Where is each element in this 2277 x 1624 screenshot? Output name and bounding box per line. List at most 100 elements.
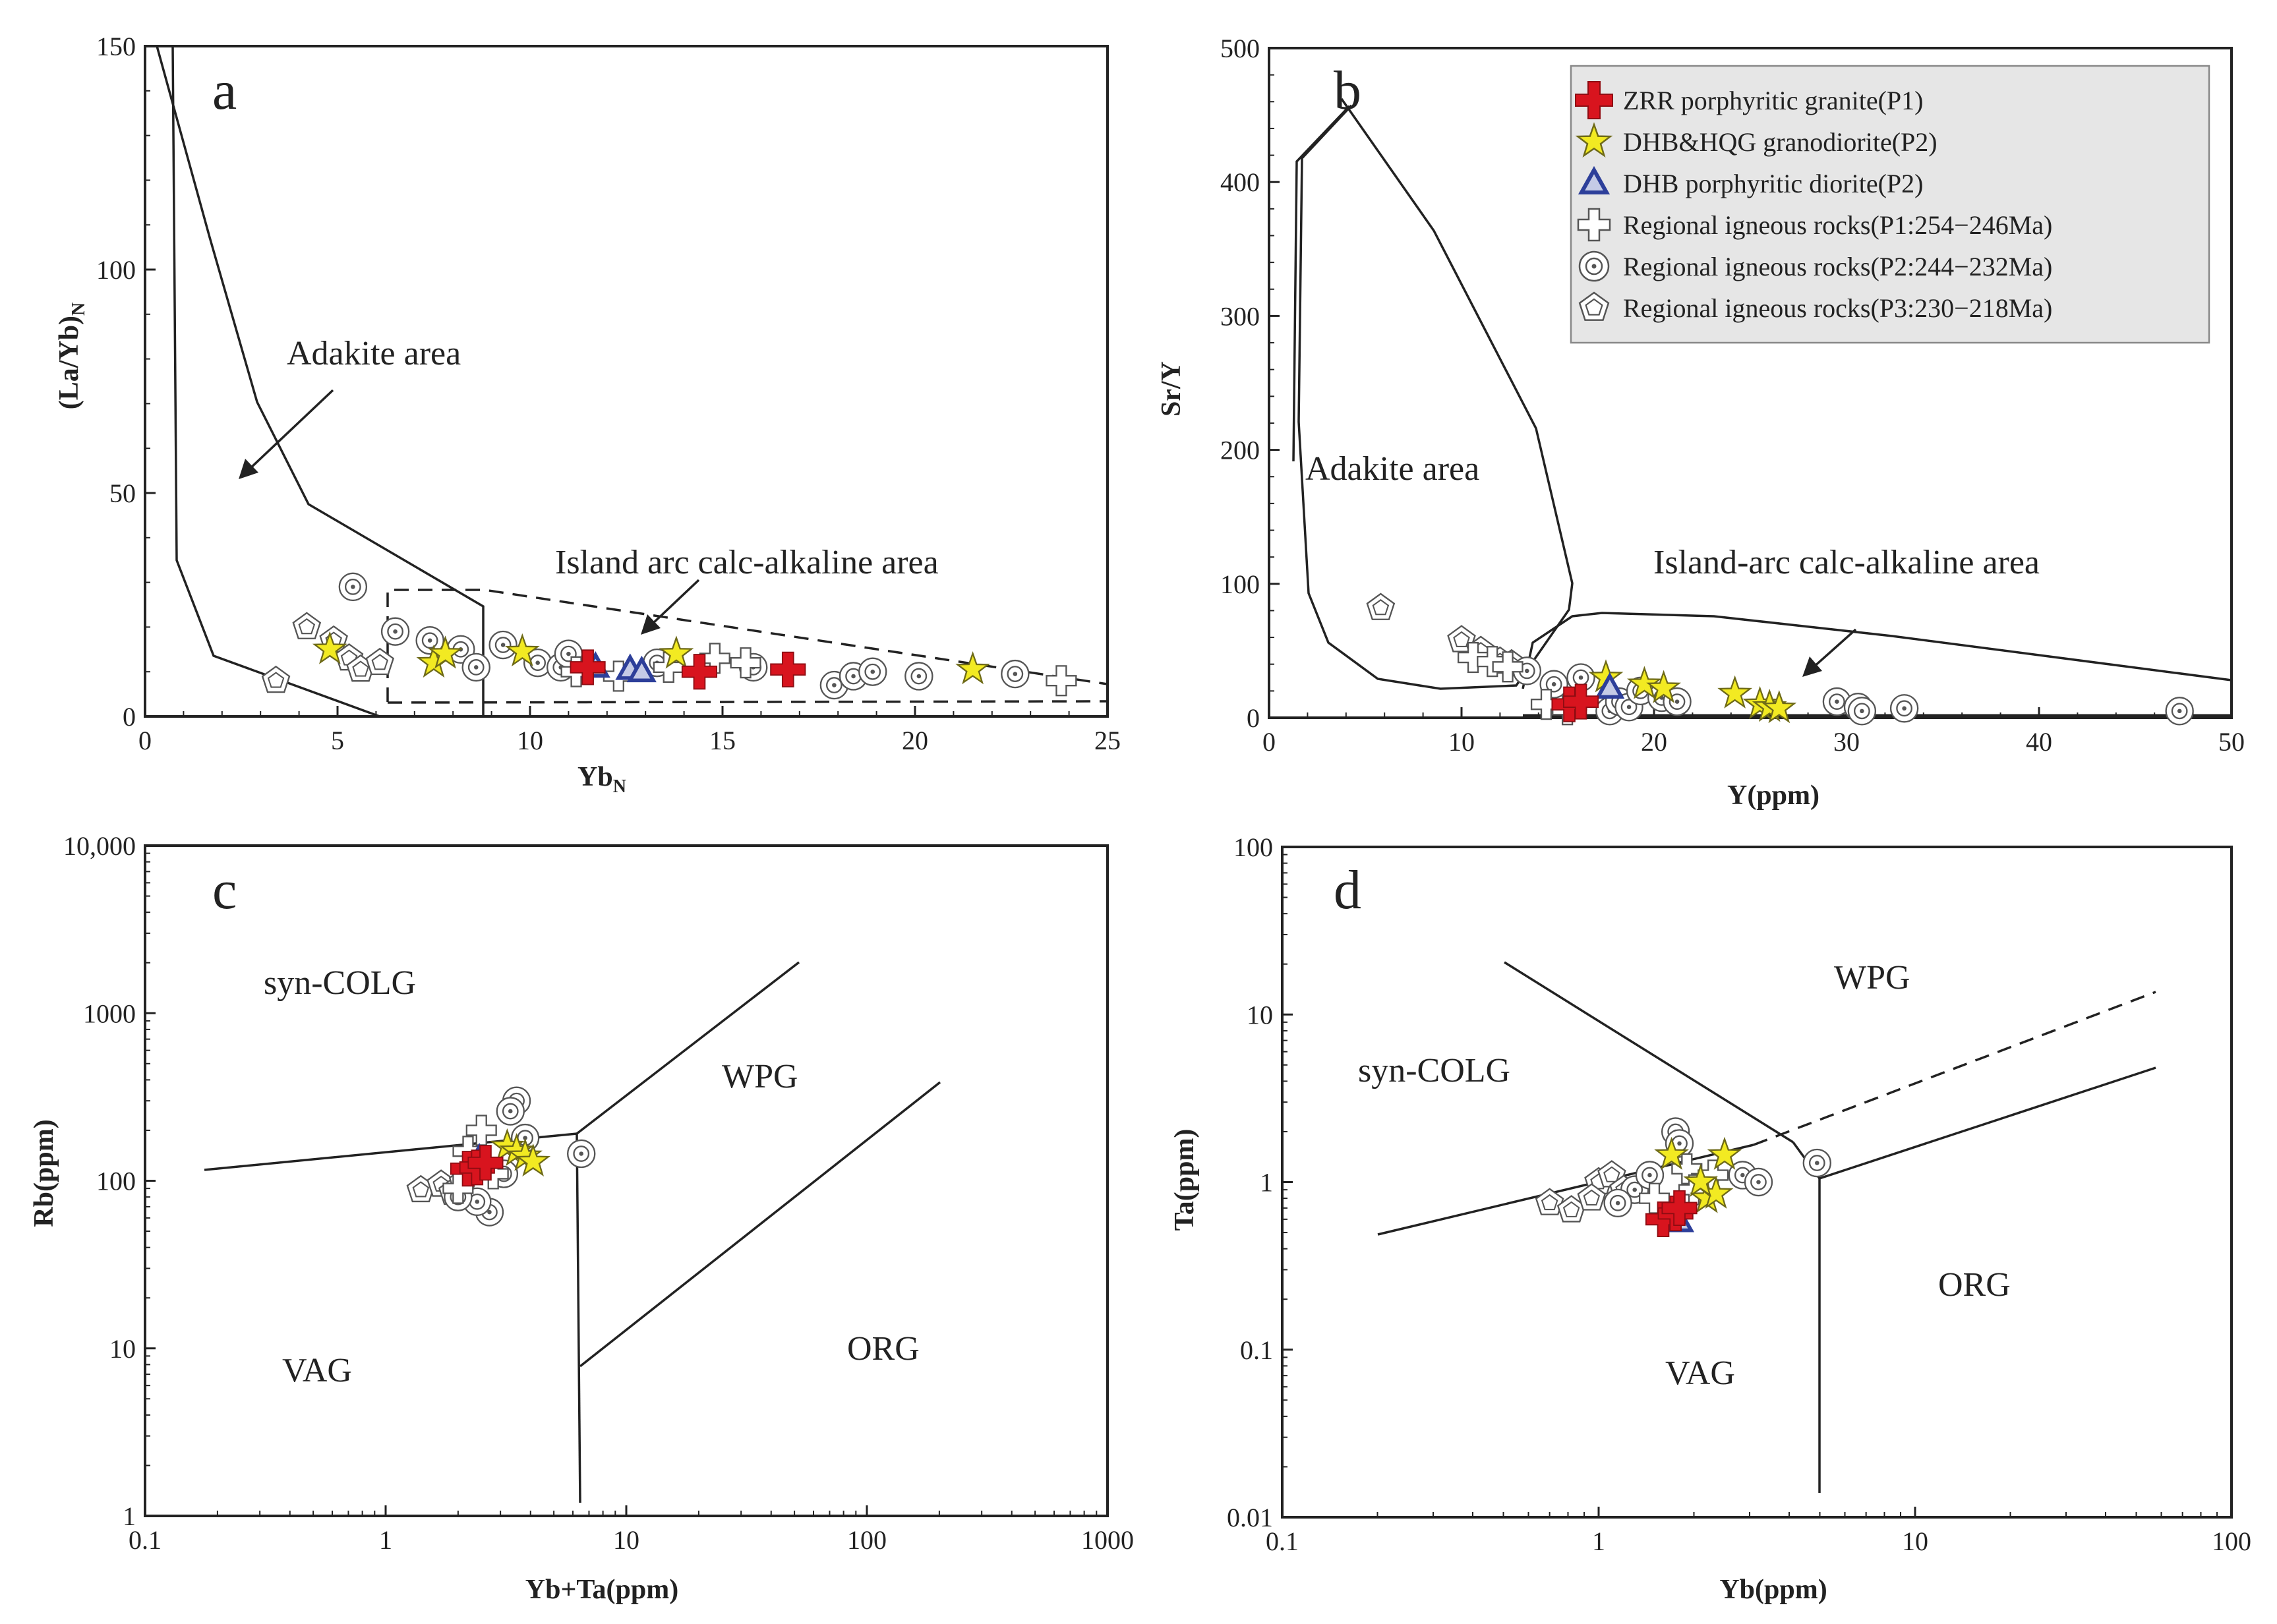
- panel-a-island-arc-lower-boundary: [387, 700, 1108, 704]
- x-tick-label: 100: [847, 1525, 887, 1555]
- x-tick-label: 40: [2026, 727, 2052, 757]
- x-tick-label: 0: [138, 726, 152, 755]
- x-tick-label: 20: [1641, 727, 1667, 757]
- panel-a-adakite-arrow: [248, 389, 334, 471]
- data-point-bullseye-open: [858, 657, 887, 686]
- y-tick-label: 10: [109, 1334, 136, 1364]
- x-tick-label: 20: [902, 726, 928, 755]
- legend-symbol-bullseye-open: [1578, 250, 1610, 282]
- data-point-cross-open: [1046, 665, 1077, 697]
- data-point-bullseye-open: [380, 617, 410, 646]
- data-point-bullseye-open: [2165, 697, 2194, 726]
- panel-a-y-axis-title: (La/Yb)N: [54, 303, 89, 410]
- data-point-bullseye-open: [338, 572, 368, 602]
- y-tick-label: 200: [1220, 436, 1260, 465]
- data-point-bullseye-open: [488, 630, 518, 660]
- panel-d-vag-label: VAG: [1665, 1354, 1735, 1392]
- panel-d-points: [1535, 1117, 1831, 1237]
- data-point-bullseye-open: [1802, 1148, 1831, 1178]
- x-tick-label: 25: [1094, 726, 1121, 755]
- panel-b-island-arc-arrowhead: [1802, 656, 1822, 677]
- panel-c-vag-org-boundary: [576, 1133, 581, 1503]
- legend-items: ZRR porphyritic granite(P1) DHB&HQG grano…: [1575, 81, 2052, 323]
- panel-a-island-arc-arrowhead: [641, 614, 661, 635]
- y-tick-label: 1: [123, 1501, 136, 1531]
- panel-c-y-axis-title: Rb(ppm): [29, 1119, 59, 1227]
- panel-d-wpg-label: WPG: [1834, 959, 1910, 997]
- panel-d-letter: d: [1334, 859, 1361, 921]
- x-tick-label: 10: [1902, 1526, 1928, 1556]
- panel-c-letter: c: [212, 859, 237, 921]
- y-tick-label: 100: [1233, 832, 1273, 862]
- panel-a-x-axis-title: YbN: [577, 762, 626, 797]
- x-tick-label: 10: [613, 1525, 639, 1555]
- panel-b-adakite-boundary: [1297, 98, 1574, 690]
- legend-label: Regional igneous rocks(P2:244−232Ma): [1623, 252, 2052, 281]
- panel-a-island-arc-upper-boundary: [386, 589, 1108, 702]
- x-tick-label: 10: [1448, 727, 1475, 757]
- y-tick-label: 1: [1260, 1168, 1273, 1198]
- legend-label: DHB porphyritic diorite(P2): [1623, 169, 1924, 198]
- panel-b-adakite-label: Adakite area: [1305, 450, 1479, 488]
- data-point-bullseye-open: [1603, 1188, 1632, 1217]
- data-point-bullseye-open: [461, 652, 490, 682]
- panel-c-wpg-org-boundary: [579, 1081, 941, 1368]
- panel-b-letter: b: [1334, 60, 1361, 121]
- x-tick-label: 100: [2212, 1526, 2251, 1556]
- panel-d-y-axis-title: Ta(ppm): [1169, 1129, 1200, 1231]
- x-tick-label: 50: [2218, 727, 2245, 757]
- panel-a-frame: [144, 45, 1109, 718]
- panel-a-adakite-arrowhead: [239, 459, 258, 479]
- y-tick-label: 1000: [83, 999, 136, 1028]
- y-tick-label: 10,000: [63, 831, 136, 861]
- panel-d-syncolg-label: syn-COLG: [1358, 1052, 1510, 1089]
- panel-b-y-axis-title: Sr/Y: [1156, 361, 1187, 417]
- panel-c-syncolg-label: syn-COLG: [264, 964, 416, 1002]
- y-tick-label: 100: [96, 255, 136, 285]
- panel-b-adakite-boundary-left: [1292, 105, 1351, 462]
- panel-b-island-arc-arrow: [1812, 628, 1857, 669]
- data-point-pentagon-open: [292, 612, 321, 639]
- y-tick-label: 100: [1220, 569, 1260, 599]
- panel-a-points: [261, 572, 1077, 700]
- panel-a-island-arc-arrow: [650, 579, 700, 626]
- x-tick-label: 1: [379, 1525, 392, 1555]
- y-tick-label: 0.1: [1240, 1335, 1273, 1365]
- y-tick-label: 100: [96, 1167, 136, 1196]
- data-point-bullseye-open: [904, 662, 933, 691]
- panel-d-syncolg-wpg-boundary: [1504, 961, 1794, 1144]
- y-tick-label: 0.01: [1227, 1503, 1273, 1532]
- data-point-pentagon-open: [365, 648, 394, 676]
- panel-c-frame: [144, 844, 1109, 1517]
- data-point-star-yellow: [1719, 676, 1751, 708]
- y-tick-label: 50: [109, 478, 136, 508]
- y-tick-label: 500: [1220, 34, 1260, 63]
- y-tick-label: 150: [96, 32, 136, 61]
- panel-a-adakite-label: Adakite area: [287, 335, 461, 372]
- x-tick-label: 1000: [1081, 1525, 1134, 1555]
- panel-b-island-arc-upper-boundary: [1522, 612, 2232, 689]
- panel-a-island-arc-label: Island arc calc-alkaline area: [555, 544, 939, 581]
- panel-c-syncolg-wpg-boundary: [576, 961, 800, 1135]
- data-point-bullseye-open: [496, 1097, 525, 1126]
- x-tick-label: 1: [1592, 1526, 1605, 1556]
- data-point-bullseye-open: [1847, 697, 1877, 726]
- y-tick-label: 300: [1220, 301, 1260, 331]
- panel-a-letter: a: [212, 60, 237, 121]
- legend-label: Regional igneous rocks(P3:230−218Ma): [1623, 293, 2052, 323]
- panel-a-ticks: 0 5 10 15 20 25 0 50 100 150: [96, 32, 1121, 755]
- data-point-star-yellow: [957, 652, 989, 683]
- x-tick-label: 15: [709, 726, 736, 755]
- panel-b-island-arc-label: Island-arc calc-alkaline area: [1653, 544, 2040, 581]
- x-tick-label: 10: [517, 726, 543, 755]
- panel-c-wpg-label: WPG: [722, 1058, 798, 1095]
- legend-box: [1570, 65, 2210, 344]
- legend-label: ZRR porphyritic granite(P1): [1623, 86, 1923, 115]
- panel-d-wpg-dashed-boundary: [1753, 991, 2156, 1146]
